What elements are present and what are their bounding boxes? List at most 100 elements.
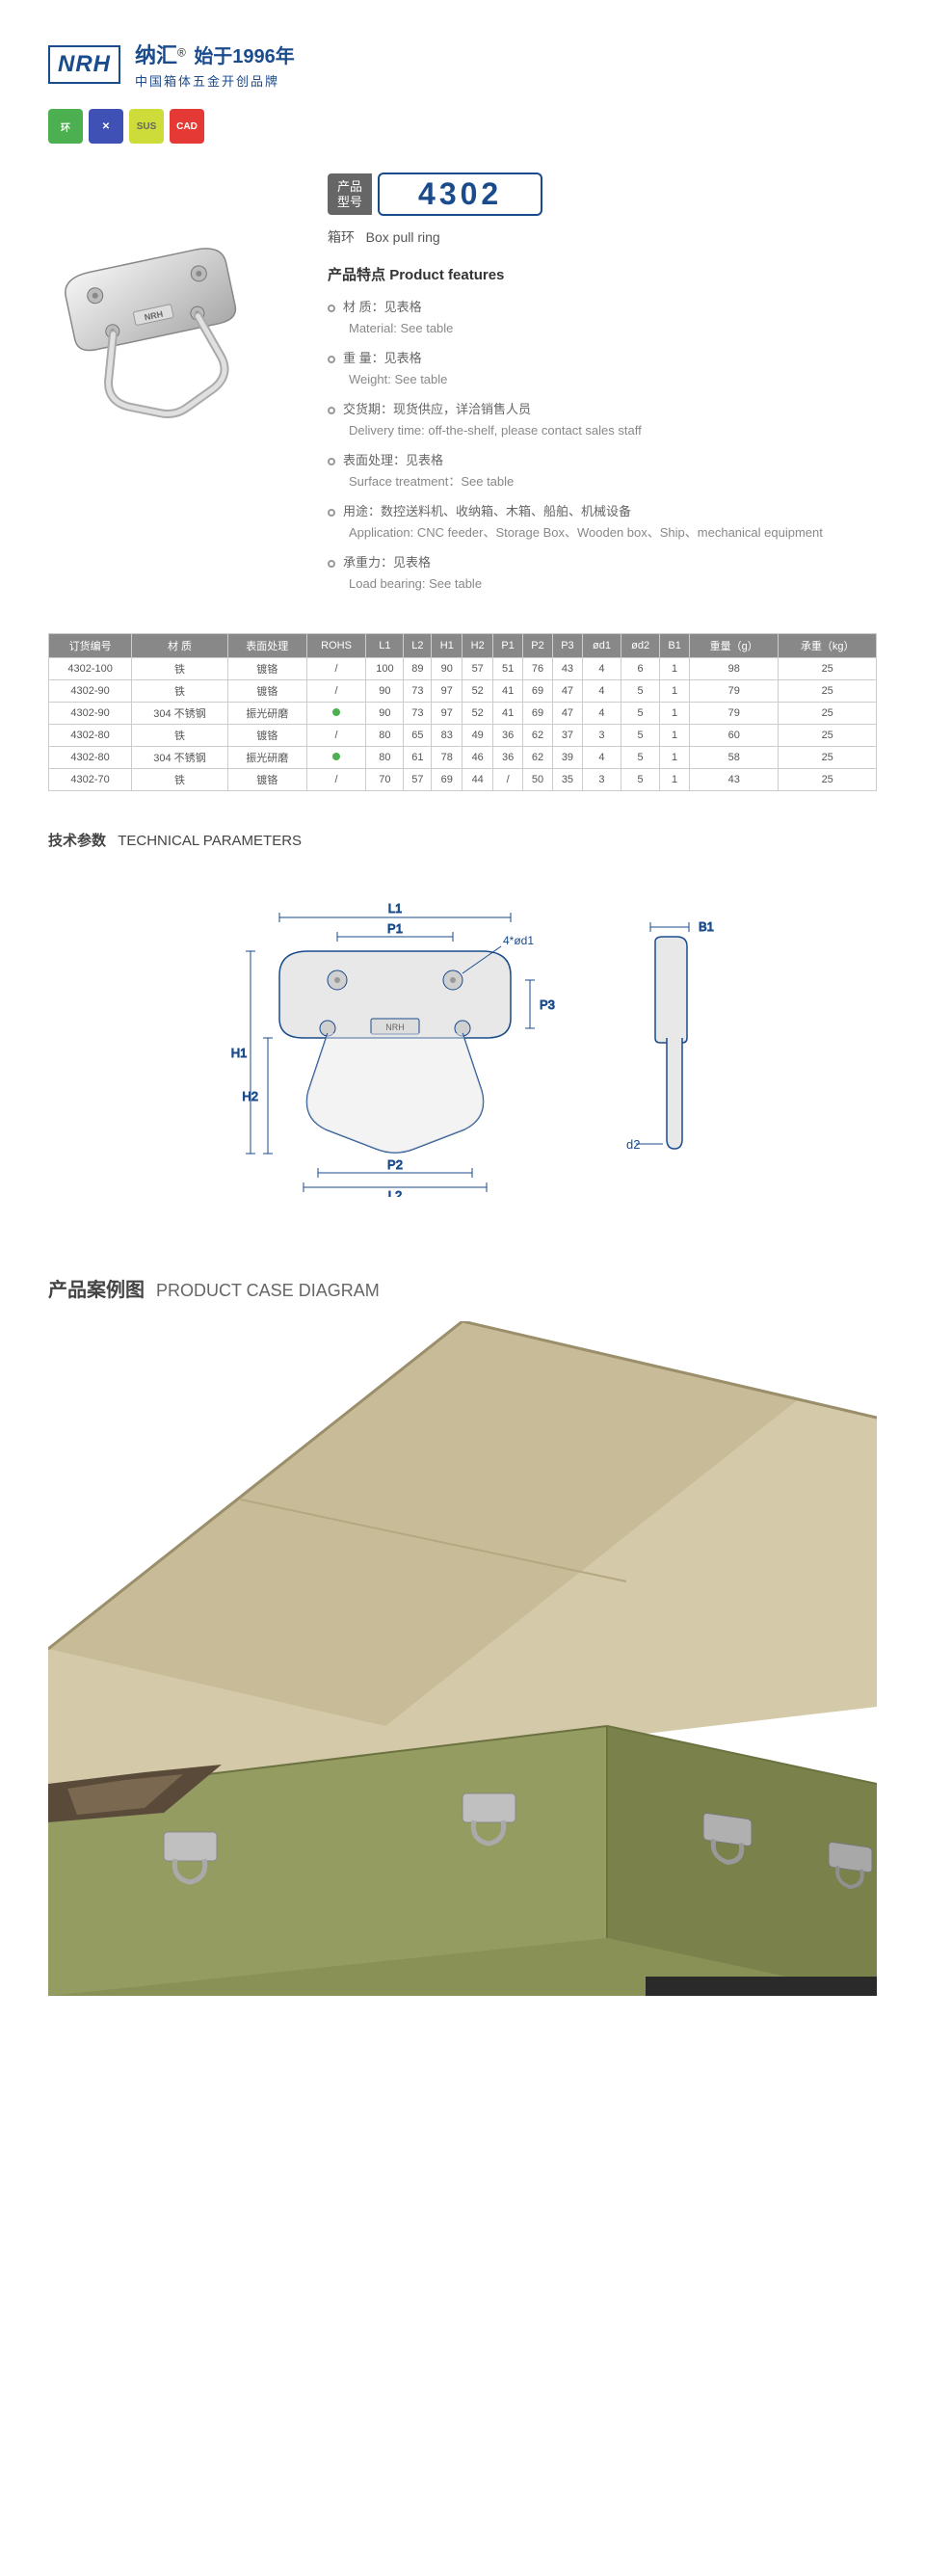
table-cell: 100 bbox=[366, 658, 404, 680]
badge-sus-icon: SUS bbox=[129, 109, 164, 144]
product-subname: 箱环 Box pull ring bbox=[328, 227, 877, 247]
table-cell: 98 bbox=[690, 658, 779, 680]
table-cell: 41 bbox=[493, 703, 523, 725]
svg-text:NRH: NRH bbox=[385, 1022, 405, 1032]
table-header-cell: H1 bbox=[432, 634, 462, 658]
feature-item: 材 质：见表格Material: See table bbox=[328, 298, 877, 337]
table-cell: 36 bbox=[493, 747, 523, 769]
table-cell: 4 bbox=[582, 658, 621, 680]
table-cell: 1 bbox=[660, 658, 690, 680]
table-cell: 47 bbox=[552, 680, 582, 703]
table-cell: 76 bbox=[523, 658, 553, 680]
table-cell: 41 bbox=[493, 680, 523, 703]
table-cell: 36 bbox=[493, 725, 523, 747]
table-row: 4302-90铁镀铬/907397524169474517925 bbox=[49, 680, 877, 703]
table-cell: 78 bbox=[432, 747, 462, 769]
table-cell: 镀铬 bbox=[227, 658, 306, 680]
table-cell: 69 bbox=[523, 703, 553, 725]
svg-text:d2: d2 bbox=[626, 1137, 640, 1152]
feature-item: 重 量：见表格Weight: See table bbox=[328, 349, 877, 388]
table-cell: 4 bbox=[582, 703, 621, 725]
feature-item: 承重力：见表格Load bearing: See table bbox=[328, 553, 877, 593]
table-cell: 90 bbox=[366, 680, 404, 703]
table-cell: 70 bbox=[366, 769, 404, 791]
feature-item: 表面处理：见表格Surface treatment：See table bbox=[328, 451, 877, 491]
table-cell: 镀铬 bbox=[227, 725, 306, 747]
tech-params-title: 技术参数 TECHNICAL PARAMETERS bbox=[48, 830, 877, 850]
svg-text:P1: P1 bbox=[387, 921, 403, 936]
features-list: 材 质：见表格Material: See table 重 量：见表格Weight:… bbox=[328, 298, 877, 593]
table-cell: / bbox=[306, 769, 366, 791]
bullet-icon bbox=[328, 407, 335, 414]
table-row: 4302-90304 不锈钢振光研磨907397524169474517925 bbox=[49, 703, 877, 725]
table-cell: 89 bbox=[404, 658, 432, 680]
table-cell: 61 bbox=[404, 747, 432, 769]
table-cell: 镀铬 bbox=[227, 680, 306, 703]
table-cell: 80 bbox=[366, 725, 404, 747]
svg-text:L2: L2 bbox=[388, 1188, 402, 1197]
table-cell: 79 bbox=[690, 703, 779, 725]
table-cell: 5 bbox=[621, 703, 660, 725]
badge-tools-icon: ✕ bbox=[89, 109, 123, 144]
table-cell: 4 bbox=[582, 680, 621, 703]
table-header-cell: L1 bbox=[366, 634, 404, 658]
brand-reg: ® bbox=[177, 46, 186, 60]
table-row: 4302-100铁镀铬/1008990575176434619825 bbox=[49, 658, 877, 680]
table-cell: / bbox=[306, 680, 366, 703]
table-header-cell: 承重（kg） bbox=[779, 634, 877, 658]
table-cell: 1 bbox=[660, 680, 690, 703]
table-cell: 50 bbox=[523, 769, 553, 791]
table-cell: 73 bbox=[404, 703, 432, 725]
table-cell: 1 bbox=[660, 747, 690, 769]
table-cell: 57 bbox=[462, 658, 493, 680]
table-cell: 65 bbox=[404, 725, 432, 747]
table-cell: 49 bbox=[462, 725, 493, 747]
table-cell: 1 bbox=[660, 725, 690, 747]
svg-text:H2: H2 bbox=[242, 1089, 258, 1103]
table-cell: 62 bbox=[523, 725, 553, 747]
rohs-dot-icon bbox=[332, 708, 340, 716]
feature-item: 交货期：现货供应，详洽销售人员Delivery time: off-the-sh… bbox=[328, 400, 877, 439]
table-cell: 52 bbox=[462, 703, 493, 725]
table-cell: 47 bbox=[552, 703, 582, 725]
table-header-cell: ød1 bbox=[582, 634, 621, 658]
table-cell: 46 bbox=[462, 747, 493, 769]
table-cell: 铁 bbox=[132, 680, 227, 703]
svg-text:H1: H1 bbox=[231, 1046, 248, 1060]
table-cell: 4302-70 bbox=[49, 769, 132, 791]
table-cell: 58 bbox=[690, 747, 779, 769]
table-cell: 90 bbox=[432, 658, 462, 680]
table-cell: 79 bbox=[690, 680, 779, 703]
table-cell: 6 bbox=[621, 658, 660, 680]
table-cell: 35 bbox=[552, 769, 582, 791]
case-diagram-title: 产品案例图 PRODUCT CASE DIAGRAM bbox=[48, 1274, 877, 1302]
table-cell: 3 bbox=[582, 769, 621, 791]
table-cell: 25 bbox=[779, 680, 877, 703]
table-header-cell: H2 bbox=[462, 634, 493, 658]
table-cell: 97 bbox=[432, 680, 462, 703]
svg-text:L1: L1 bbox=[388, 901, 402, 916]
table-cell: / bbox=[306, 725, 366, 747]
table-cell: 83 bbox=[432, 725, 462, 747]
bullet-icon bbox=[328, 458, 335, 465]
table-cell: 1 bbox=[660, 769, 690, 791]
table-cell: 4 bbox=[582, 747, 621, 769]
spec-table: 订货编号材 质表面处理ROHSL1L2H1H2P1P2P3ød1ød2B1重量（… bbox=[48, 633, 877, 791]
brand-text: 纳汇® 始于1996年 中国箱体五金开创品牌 bbox=[135, 39, 295, 90]
table-body: 4302-100铁镀铬/10089905751764346198254302-9… bbox=[49, 658, 877, 791]
badge-cad-icon: CAD bbox=[170, 109, 204, 144]
svg-text:P2: P2 bbox=[387, 1157, 403, 1172]
table-cell: 5 bbox=[621, 769, 660, 791]
bullet-icon bbox=[328, 305, 335, 312]
product-case-image bbox=[48, 1321, 877, 1996]
table-cell: 25 bbox=[779, 725, 877, 747]
model-row: 产品 型号 4302 bbox=[328, 173, 877, 216]
technical-diagram: L1 P1 4*ød1 NRH H1 H2 P3 P2 L2 bbox=[48, 869, 877, 1235]
table-cell: 304 不锈钢 bbox=[132, 703, 227, 725]
table-cell: 62 bbox=[523, 747, 553, 769]
table-header-cell: 重量（g） bbox=[690, 634, 779, 658]
table-cell: 5 bbox=[621, 725, 660, 747]
table-cell: 4302-80 bbox=[49, 747, 132, 769]
table-cell: 5 bbox=[621, 747, 660, 769]
table-header-cell: ROHS bbox=[306, 634, 366, 658]
